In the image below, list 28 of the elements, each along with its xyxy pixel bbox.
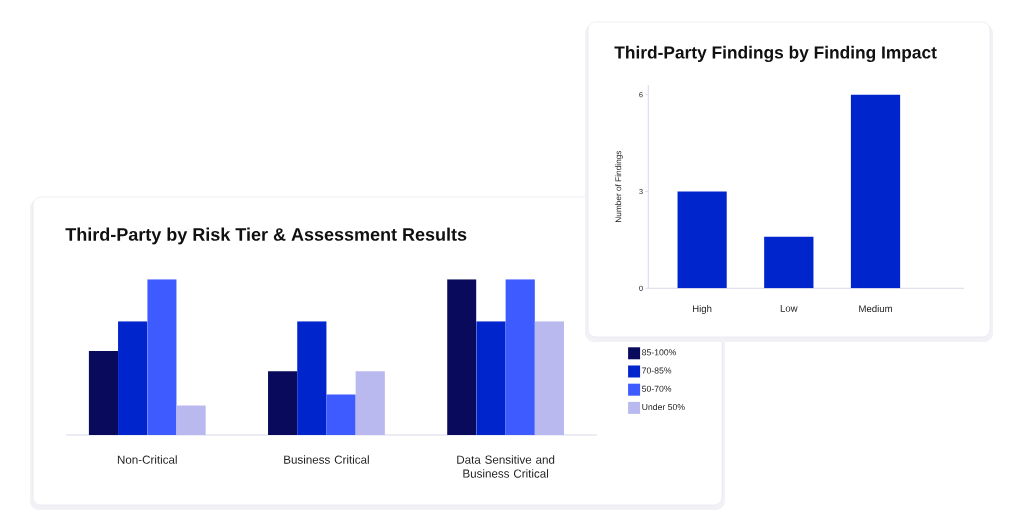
bar	[176, 405, 206, 435]
bar	[268, 371, 298, 435]
bar	[764, 236, 814, 289]
x-tick-label: Low	[780, 305, 798, 312]
bar	[476, 321, 506, 435]
legend-label: 50-70%	[642, 385, 672, 392]
bar	[355, 371, 385, 435]
bar	[677, 191, 727, 289]
y-axis-title: Number of Findings	[615, 150, 623, 223]
legend-label: 70-85%	[642, 367, 672, 374]
x-tick-label: Non-Critical	[117, 455, 177, 464]
bar	[447, 279, 477, 435]
x-tick-label: Data Sensitive and Business Critical	[457, 455, 555, 478]
legend-label: 85-100%	[642, 349, 677, 356]
x-tick-label: Business Critical	[284, 455, 369, 464]
chart-title: Third-Party Findings by Finding Impact	[614, 45, 937, 63]
bar	[118, 321, 148, 435]
bar	[326, 394, 356, 435]
bar	[850, 94, 901, 289]
bar	[297, 321, 327, 435]
x-tick-label: High	[693, 305, 712, 314]
legend-label: Under 50%	[642, 403, 685, 411]
bar	[147, 279, 177, 435]
bar	[505, 279, 535, 435]
chart-title: Third-Party by Risk Tier & Assessment Results	[65, 227, 467, 245]
bar	[88, 350, 119, 435]
bar	[534, 321, 565, 435]
x-tick-label: Medium	[859, 305, 892, 313]
